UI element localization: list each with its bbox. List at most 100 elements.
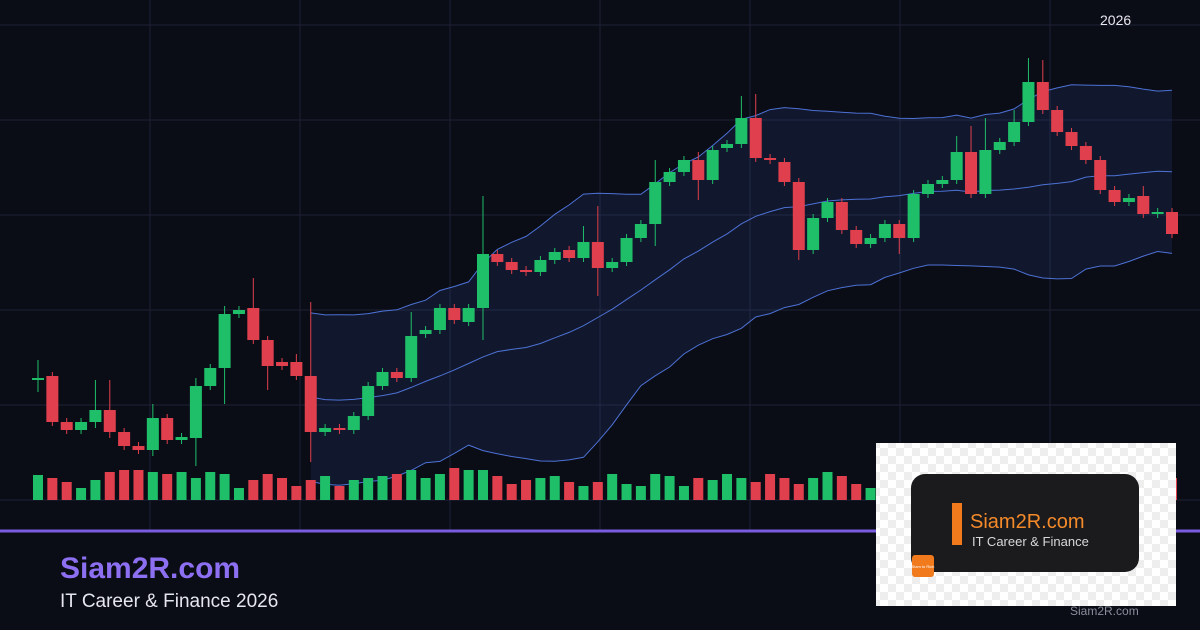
volume-bar xyxy=(650,474,661,500)
candle-body xyxy=(218,314,231,368)
volume-bar xyxy=(406,470,417,500)
candle-body xyxy=(290,362,303,376)
volume-bar xyxy=(592,482,603,500)
candle-body xyxy=(921,184,934,194)
candle-body xyxy=(663,172,676,182)
volume-bar xyxy=(176,472,187,500)
candle-body xyxy=(893,224,906,238)
candle-body xyxy=(175,437,188,440)
candle-body xyxy=(706,150,719,180)
candle-body xyxy=(878,224,891,238)
band-line xyxy=(310,250,1173,486)
volume-bar xyxy=(61,482,72,500)
logo: Siam2R.com IT Career & Finance Siam to R… xyxy=(876,443,1176,606)
volume-bar xyxy=(434,474,445,500)
candle-body xyxy=(591,242,604,268)
candle-body xyxy=(103,410,116,432)
candle-body xyxy=(1122,198,1135,202)
candle-body xyxy=(333,428,346,430)
candle-body xyxy=(319,428,332,432)
candle-body xyxy=(118,432,131,446)
candle-body xyxy=(347,416,360,430)
volume-bar xyxy=(377,476,388,500)
candle-body xyxy=(390,372,403,378)
candle-body xyxy=(261,340,274,366)
candle-body xyxy=(448,308,461,320)
volume-bar xyxy=(836,476,847,500)
volume-bar xyxy=(219,474,230,500)
volume-bar xyxy=(133,470,144,500)
volume-bar xyxy=(765,474,776,500)
volume-bar xyxy=(564,482,575,500)
candle-body xyxy=(276,362,289,366)
brand-tagline: IT Career & Finance 2026 xyxy=(60,591,278,612)
candle-body xyxy=(907,194,920,238)
candle-body xyxy=(979,150,992,194)
candle-body xyxy=(677,160,690,172)
candle-body xyxy=(60,422,73,430)
volume-bar xyxy=(147,472,158,500)
candle-body xyxy=(778,162,791,182)
volume-bar xyxy=(248,480,259,500)
candle-body xyxy=(649,182,662,224)
candle-body xyxy=(1008,122,1021,142)
candle-body xyxy=(792,182,805,250)
volume-bar xyxy=(348,480,359,500)
candle-body xyxy=(247,308,260,340)
volume-bar xyxy=(262,474,273,500)
candle-body xyxy=(1065,132,1078,146)
candle-body xyxy=(405,336,418,378)
candle-body xyxy=(577,242,590,258)
candle-body xyxy=(807,218,820,250)
volume-bar xyxy=(492,476,503,500)
candle-body xyxy=(1051,110,1064,132)
band-line xyxy=(310,170,1173,401)
candle-body xyxy=(749,118,762,158)
candle-body xyxy=(1166,212,1178,234)
candle-body xyxy=(433,308,446,330)
volume-bar xyxy=(707,480,718,500)
volume-bar xyxy=(736,478,747,500)
volume-bar xyxy=(449,468,460,500)
logo-badge xyxy=(912,555,934,577)
candle-body xyxy=(491,254,504,262)
volume-bar xyxy=(607,474,618,500)
candle-body xyxy=(46,376,59,422)
volume-bar xyxy=(549,476,560,500)
candle-body xyxy=(864,238,877,244)
candle-body xyxy=(1079,146,1092,160)
volume-bar xyxy=(664,476,675,500)
candle-body xyxy=(936,180,949,184)
candle-body xyxy=(534,260,547,272)
volume-bar xyxy=(535,478,546,500)
candle-body xyxy=(1151,212,1164,214)
volume-bar xyxy=(291,486,302,500)
candle-body xyxy=(563,250,576,258)
volume-bar xyxy=(621,484,632,500)
candle-body xyxy=(462,308,475,322)
candle-body xyxy=(304,376,317,432)
volume-bar xyxy=(678,486,689,500)
candle-body xyxy=(735,118,748,144)
volume-bar xyxy=(363,478,374,500)
candle-body xyxy=(1108,190,1121,202)
volume-bar xyxy=(722,474,733,500)
divider xyxy=(0,529,1200,533)
candle-body xyxy=(132,446,145,450)
volume-bar xyxy=(320,476,331,500)
footer: Siam2R.com xyxy=(1070,604,1139,618)
candle-body xyxy=(634,224,647,238)
volume-bar xyxy=(578,486,589,500)
volume-bar xyxy=(750,482,761,500)
volume-bar xyxy=(47,478,58,500)
candle-body xyxy=(520,270,533,272)
volume-bar xyxy=(477,470,488,500)
candle-body xyxy=(161,418,174,440)
plot xyxy=(32,58,1178,500)
volume-bar xyxy=(463,470,474,500)
volume-bar xyxy=(851,484,862,500)
volume-bar xyxy=(104,472,115,500)
candle-body xyxy=(232,310,245,314)
